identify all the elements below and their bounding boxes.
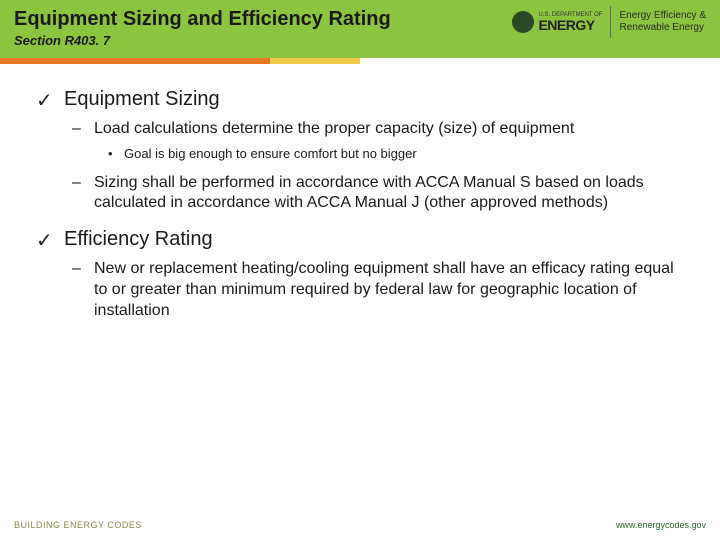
bullet-equipment-sizing: Equipment Sizing [36, 88, 684, 111]
logo-block: U.S. DEPARTMENT OF ENERGY Energy Efficie… [512, 6, 706, 38]
bullet-sizing-standard: Sizing shall be performed in accordance … [72, 173, 684, 215]
doe-dept-big: ENERGY [538, 18, 602, 32]
slide-header: Equipment Sizing and Efficiency Rating S… [0, 0, 720, 58]
eere-line2: Renewable Energy [619, 22, 706, 34]
footer-left: BUILDING ENERGY CODES [14, 520, 142, 530]
doe-text: U.S. DEPARTMENT OF ENERGY [538, 12, 602, 32]
logo-separator [610, 6, 611, 38]
bullet-efficiency-text: New or replacement heating/cooling equip… [72, 259, 684, 321]
bullet-load-calc: Load calculations determine the proper c… [72, 119, 684, 140]
slide-content: Equipment Sizing Load calculations deter… [0, 64, 720, 322]
footer-right: www.energycodes.gov [616, 520, 706, 530]
doe-seal-icon [512, 11, 534, 33]
accent-orange [0, 58, 270, 64]
slide-footer: BUILDING ENERGY CODES www.energycodes.go… [14, 520, 706, 530]
accent-white [360, 58, 720, 64]
eere-text: Energy Efficiency & Renewable Energy [619, 10, 706, 34]
bullet-efficiency-rating: Efficiency Rating [36, 228, 684, 251]
doe-logo: U.S. DEPARTMENT OF ENERGY [512, 11, 602, 33]
accent-bar [0, 58, 720, 64]
accent-yellow [270, 58, 360, 64]
bullet-goal: Goal is big enough to ensure comfort but… [108, 146, 684, 163]
eere-line1: Energy Efficiency & [619, 10, 706, 22]
